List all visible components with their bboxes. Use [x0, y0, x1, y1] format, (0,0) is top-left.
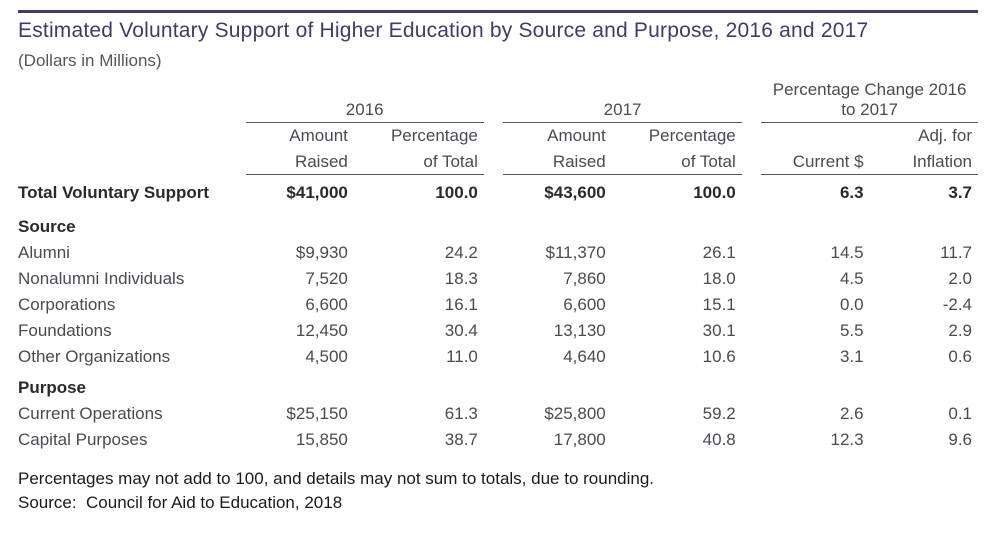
- total-pct2: 100.0: [612, 175, 742, 210]
- total-amt2: $43,600: [503, 175, 611, 210]
- change-header: Percentage Change 2016 to 2017: [761, 77, 978, 123]
- col-amount-2016-a: Amount: [246, 123, 354, 150]
- col-header-row-1: Amount Percentage Amount Percentage Adj.…: [18, 123, 978, 150]
- total-adj: 3.7: [870, 175, 978, 210]
- support-table: 2016 2017 Percentage Change 2016 to 2017…: [18, 77, 978, 453]
- col-pct-2016-b: of Total: [354, 149, 484, 175]
- col-amount-2016-b: Raised: [246, 149, 354, 175]
- row-label: Current Operations: [18, 401, 246, 427]
- total-label: Total Voluntary Support: [18, 175, 246, 210]
- col-header-row-2: Raised of Total Raised of Total Current …: [18, 149, 978, 175]
- row-label: Corporations: [18, 292, 246, 318]
- row-label: Other Organizations: [18, 344, 246, 370]
- table-row: Nonalumni Individuals 7,520 18.3 7,860 1…: [18, 266, 978, 292]
- purpose-section-label: Purpose: [18, 370, 978, 401]
- footnote-rounding: Percentages may not add to 100, and deta…: [18, 467, 978, 491]
- year-group-row: 2016 2017 Percentage Change 2016 to 2017: [18, 77, 978, 123]
- col-pct-2017-a: Percentage: [612, 123, 742, 150]
- col-adj-a: Adj. for: [870, 123, 978, 150]
- row-label: Foundations: [18, 318, 246, 344]
- total-amt1: $41,000: [246, 175, 354, 210]
- table-row: Corporations 6,600 16.1 6,600 15.1 0.0 -…: [18, 292, 978, 318]
- table-row: Other Organizations 4,500 11.0 4,640 10.…: [18, 344, 978, 370]
- col-amount-2017-a: Amount: [503, 123, 611, 150]
- row-label: Capital Purposes: [18, 427, 246, 453]
- source-section-label: Source: [18, 209, 978, 240]
- total-curr: 6.3: [761, 175, 869, 210]
- purpose-section-row: Purpose: [18, 370, 978, 401]
- year-2016-header: 2016: [246, 77, 484, 123]
- footnote-source: Source: Council for Aid to Education, 20…: [18, 491, 978, 515]
- col-pct-2017-b: of Total: [612, 149, 742, 175]
- top-rule: [18, 10, 978, 13]
- col-current-a: [761, 123, 869, 150]
- table-title: Estimated Voluntary Support of Higher Ed…: [18, 19, 978, 43]
- table-row: Alumni $9,930 24.2 $11,370 26.1 14.5 11.…: [18, 240, 978, 266]
- col-adj-b: Inflation: [870, 149, 978, 175]
- col-current-b: Current $: [761, 149, 869, 175]
- table-row: Current Operations $25,150 61.3 $25,800 …: [18, 401, 978, 427]
- table-row: Foundations 12,450 30.4 13,130 30.1 5.5 …: [18, 318, 978, 344]
- col-pct-2016-a: Percentage: [354, 123, 484, 150]
- row-label: Alumni: [18, 240, 246, 266]
- source-section-row: Source: [18, 209, 978, 240]
- table-row: Capital Purposes 15,850 38.7 17,800 40.8…: [18, 427, 978, 453]
- row-label: Nonalumni Individuals: [18, 266, 246, 292]
- year-2017-header: 2017: [503, 77, 741, 123]
- table-subtitle: (Dollars in Millions): [18, 51, 978, 71]
- total-row: Total Voluntary Support $41,000 100.0 $4…: [18, 175, 978, 210]
- footnote-block: Percentages may not add to 100, and deta…: [18, 467, 978, 515]
- total-pct1: 100.0: [354, 175, 484, 210]
- col-amount-2017-b: Raised: [503, 149, 611, 175]
